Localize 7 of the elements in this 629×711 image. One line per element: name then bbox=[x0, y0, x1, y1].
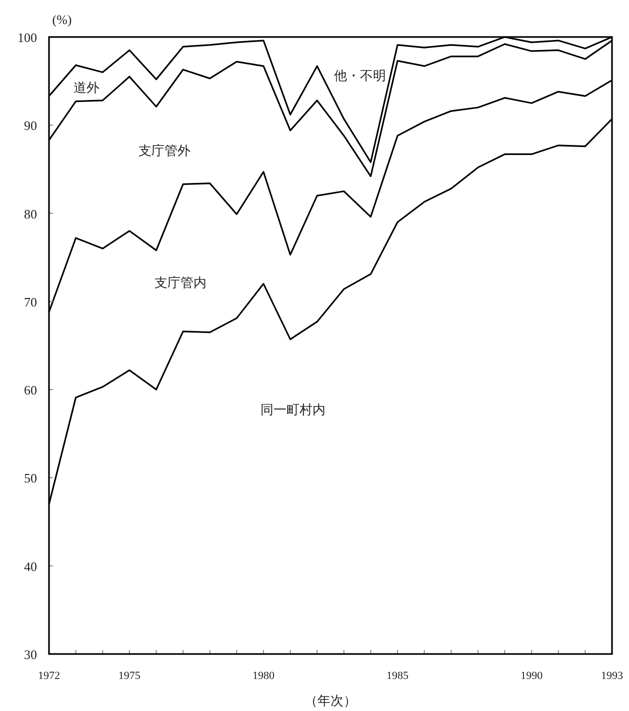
ylabel: (%) bbox=[52, 12, 72, 27]
annotation: 支庁管内 bbox=[154, 275, 206, 290]
annotation: 同一町村内 bbox=[260, 402, 326, 417]
xlabel: （年次） bbox=[304, 693, 356, 708]
annotation: 道外 bbox=[74, 80, 100, 96]
annotation: 他・不明 bbox=[334, 68, 386, 83]
annotation: 支庁管外 bbox=[138, 142, 190, 158]
